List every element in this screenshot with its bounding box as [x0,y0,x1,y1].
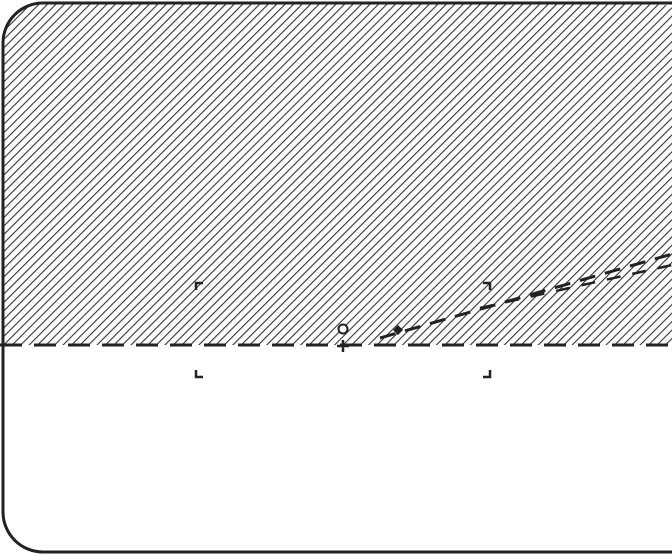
aim-cross [337,340,349,352]
bracket [483,370,492,379]
bracket [194,281,203,290]
sky-hatch [3,3,672,345]
aim-circle [337,323,349,335]
ground [3,345,672,552]
corner-brackets [194,281,492,379]
marker-diamond [393,325,403,335]
runway-edge [479,263,672,310]
bracket [194,370,203,379]
bracket [483,281,492,290]
